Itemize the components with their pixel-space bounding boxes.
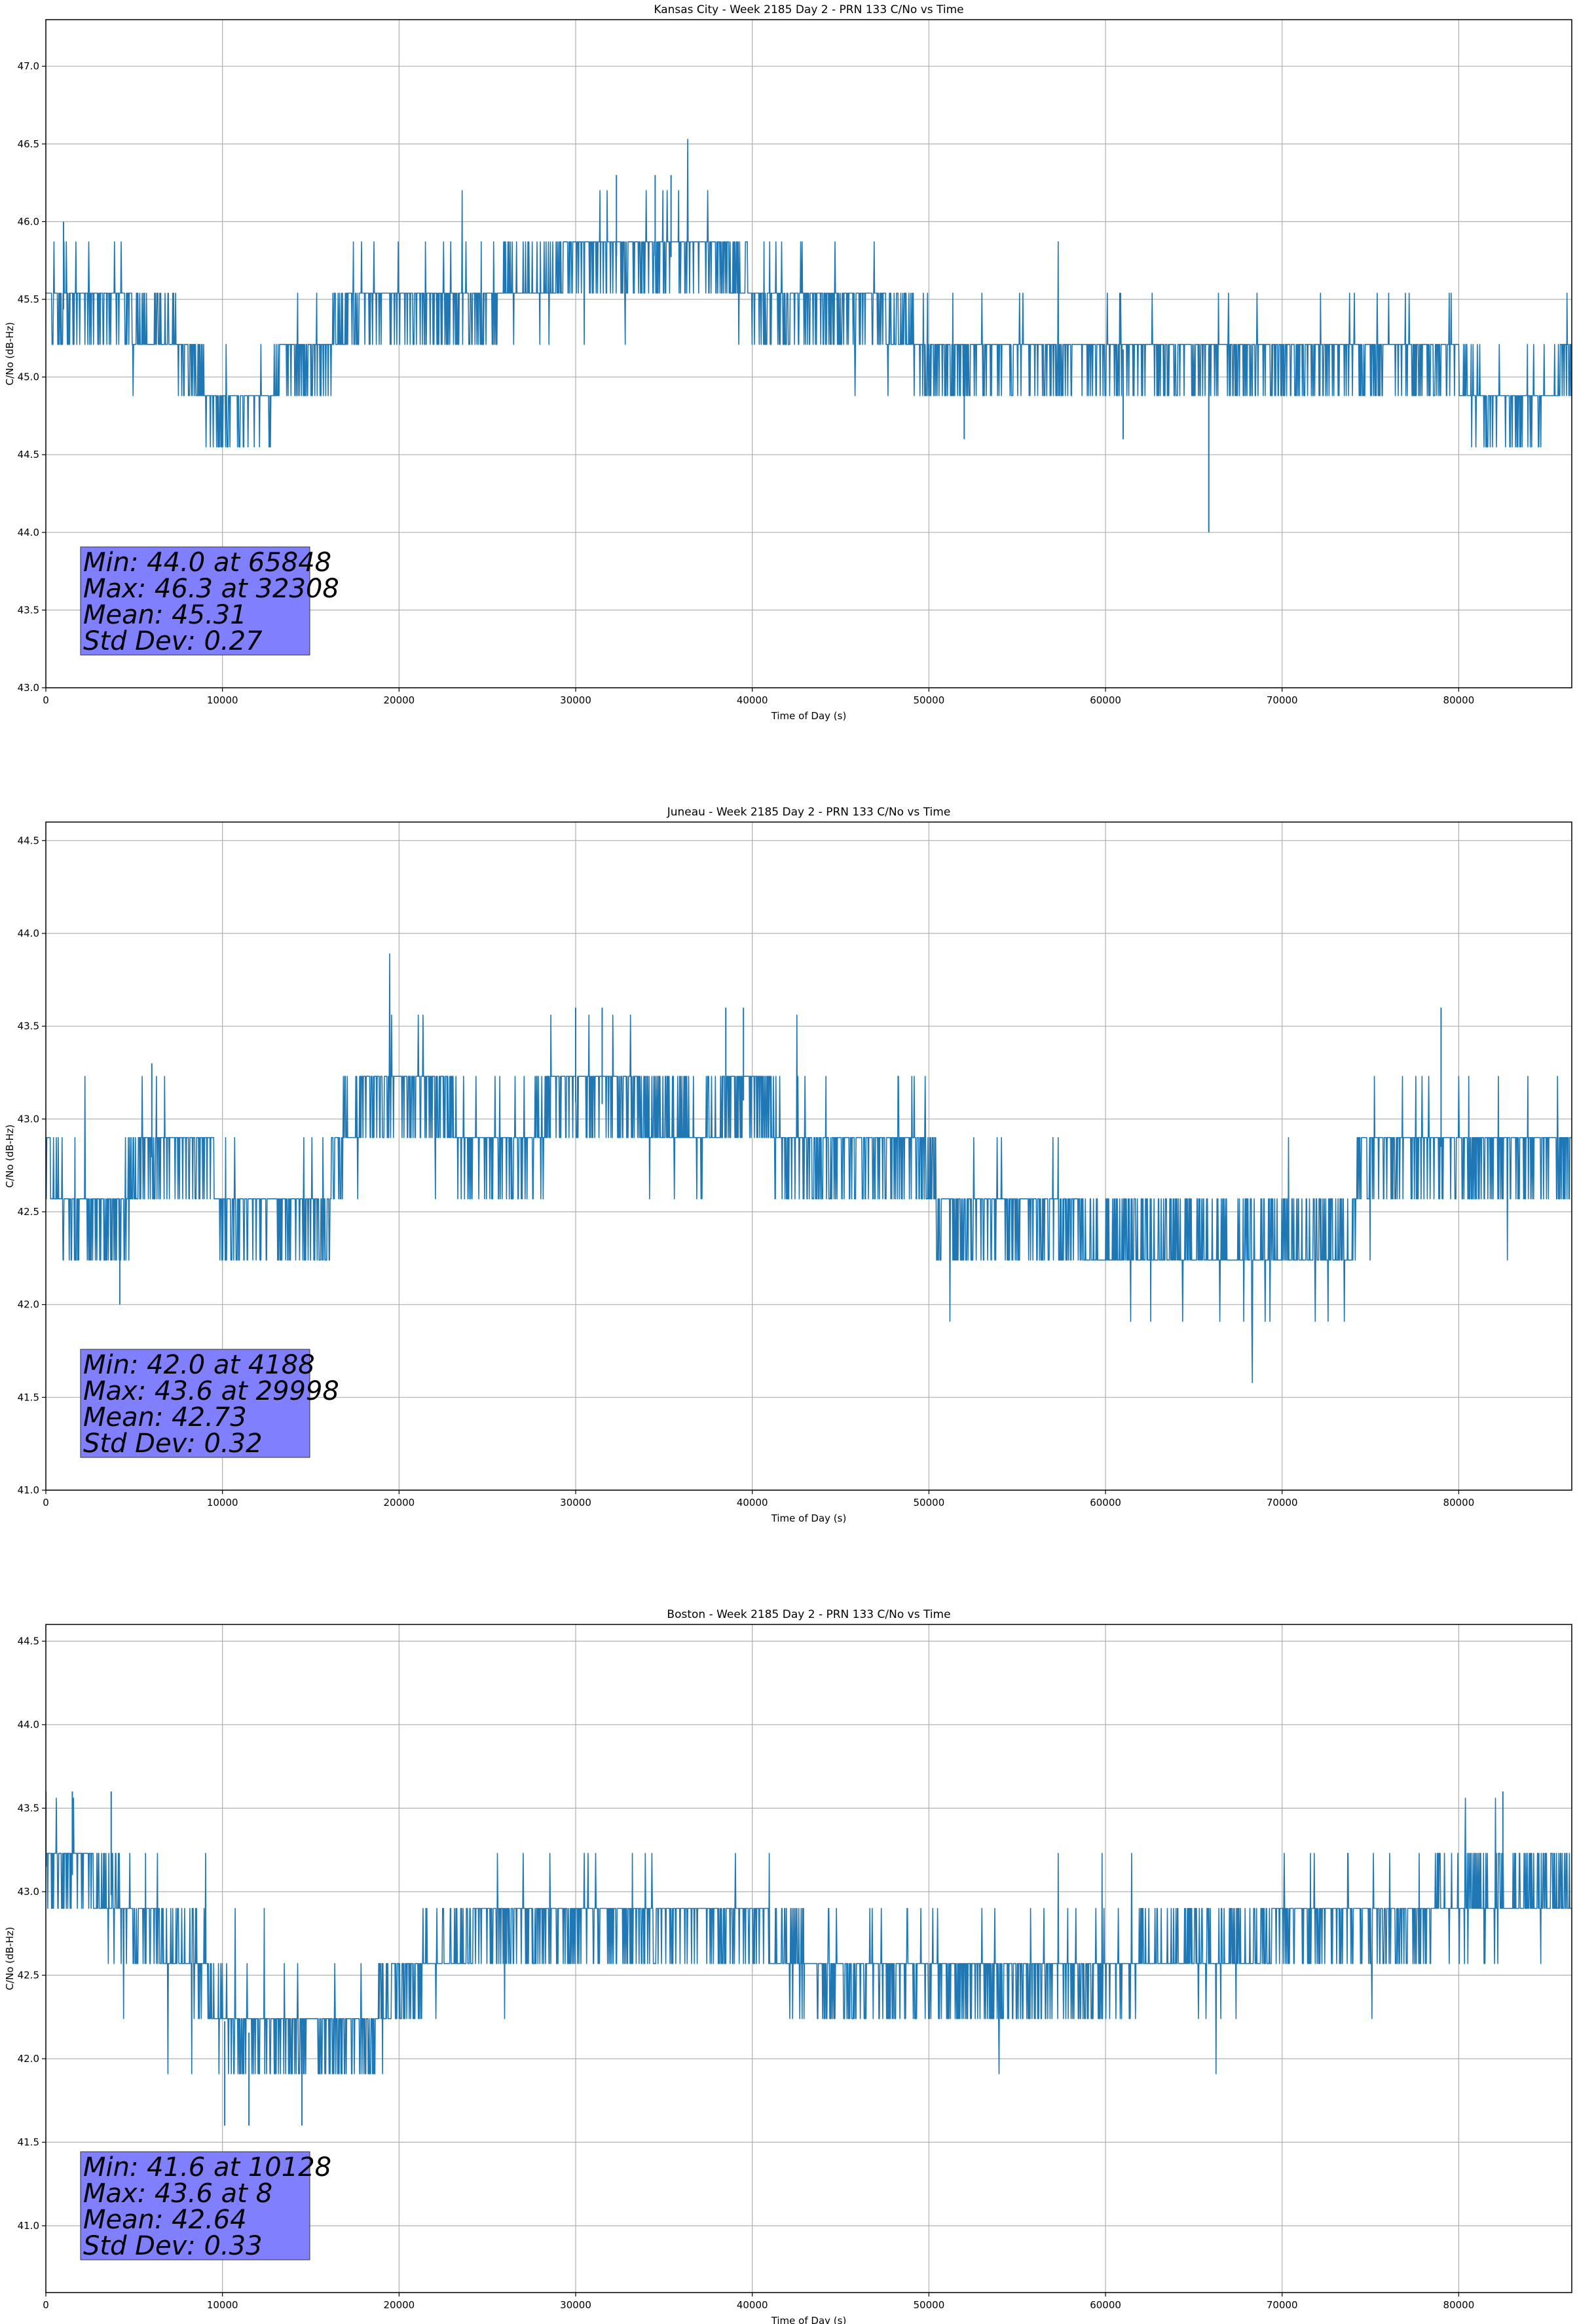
x-tick-label: 70000 (1267, 694, 1298, 706)
chart-title: Juneau - Week 2185 Day 2 - PRN 133 C/No … (667, 806, 951, 819)
stats-box (80, 2151, 310, 2260)
chart-panel-3: 0 10000 20000 30000 40000 50000 60000 70000 8000… (4, 1608, 1572, 2324)
stat-min: Min: 41.6 at 10128 (83, 2152, 331, 2183)
x-tick-label: 80000 (1443, 2299, 1475, 2311)
x-tick-label: 80000 (1443, 1497, 1475, 1509)
x-tick-label: 50000 (914, 694, 945, 706)
stat-min: Min: 44.0 at 65848 (83, 548, 331, 578)
x-tick-label: 40000 (737, 1497, 768, 1509)
x-tick-label: 0 (43, 1497, 49, 1509)
y-tick-label: 43.5 (18, 1021, 39, 1032)
x-tick-label: 30000 (560, 2299, 591, 2311)
x-tick-label: 60000 (1090, 2299, 1121, 2311)
y-tick-label: 41.5 (18, 1391, 39, 1403)
cno-series-line (46, 1797, 1572, 2074)
x-tick-label: 40000 (737, 694, 768, 706)
x-axis-label: Time of Day (s) (771, 1512, 847, 1524)
x-tick-label: 10000 (207, 1497, 238, 1509)
y-tick-label: 42.5 (18, 1970, 39, 1981)
y-tick-label: 46.5 (18, 138, 39, 150)
x-tick-label: 20000 (383, 694, 415, 706)
x-tick-label: 70000 (1267, 2299, 1298, 2311)
x-tick-label: 20000 (383, 2299, 415, 2311)
x-tick-label: 80000 (1443, 694, 1475, 706)
y-tick-label: 43.5 (18, 1803, 39, 1814)
y-axis-label: C/No (dB-Hz) (4, 1125, 16, 1188)
x-tick-label: 10000 (207, 2299, 238, 2311)
stat-mean: Mean: 45.31 (83, 600, 247, 630)
y-tick-label: 44.5 (18, 1636, 39, 1647)
x-tick-label: 10000 (207, 694, 238, 706)
y-axis-label: C/No (dB-Hz) (4, 322, 16, 386)
y-tick-label: 43.5 (18, 604, 39, 616)
x-tick-label: 70000 (1267, 1497, 1298, 1509)
x-tick-label: 60000 (1090, 694, 1121, 706)
chart-panel-2: 0 10000 20000 30000 40000 50000 60000 70000 8000… (4, 806, 1572, 1524)
chart-title: Kansas City - Week 2185 Day 2 - PRN 133 … (654, 3, 963, 16)
axes-frame (45, 19, 1572, 688)
x-axis-label: Time of Day (s) (771, 2315, 847, 2324)
y-tick-label: 44.5 (18, 834, 39, 846)
x-tick-label: 0 (43, 2299, 49, 2311)
x-tick-label: 40000 (737, 2299, 768, 2311)
y-tick-label: 44.5 (18, 449, 39, 460)
stat-max: Max: 43.6 at 8 (83, 2179, 272, 2209)
stats-box (80, 546, 310, 656)
y-tick-label: 44.0 (18, 1719, 39, 1731)
axes-frame (45, 1624, 1572, 2293)
x-axis-label: Time of Day (s) (771, 710, 847, 722)
stat-mean: Mean: 42.73 (83, 1402, 247, 1433)
stat-max: Max: 43.6 at 29998 (83, 1376, 339, 1406)
stat-mean: Mean: 42.64 (83, 2205, 247, 2235)
stat-std-dev: Std Dev: 0.27 (83, 626, 263, 656)
y-tick-label: 42.0 (18, 1299, 39, 1311)
y-axis-label: C/No (dB-Hz) (4, 1927, 16, 1991)
cno-series-line (46, 138, 1572, 448)
cno-series-line (46, 953, 1572, 1383)
y-tick-label: 43.0 (18, 1886, 39, 1898)
y-tick-label: 41.0 (18, 2220, 39, 2232)
y-tick-label: 44.0 (18, 928, 39, 939)
stat-std-dev: Std Dev: 0.33 (83, 2231, 263, 2261)
y-tick-label: 45.0 (18, 371, 39, 383)
y-tick-label: 46.0 (18, 216, 39, 227)
stat-std-dev: Std Dev: 0.32 (83, 1429, 263, 1459)
y-tick-label: 42.0 (18, 2053, 39, 2065)
y-tick-label: 43.0 (18, 1113, 39, 1125)
y-tick-label: 45.5 (18, 293, 39, 305)
chart-title: Boston - Week 2185 Day 2 - PRN 133 C/No … (667, 1608, 950, 1621)
y-tick-label: 41.5 (18, 2137, 39, 2148)
y-tick-label: 47.0 (18, 60, 39, 72)
axes-frame (45, 821, 1572, 1491)
stat-max: Max: 46.3 at 32308 (83, 574, 339, 604)
x-tick-label: 30000 (560, 694, 591, 706)
x-tick-label: 30000 (560, 1497, 591, 1509)
y-tick-label: 42.5 (18, 1206, 39, 1218)
stats-box (80, 1349, 310, 1458)
x-tick-label: 50000 (914, 1497, 945, 1509)
x-tick-label: 0 (43, 694, 49, 706)
x-tick-label: 60000 (1090, 1497, 1121, 1509)
x-tick-label: 20000 (383, 1497, 415, 1509)
y-tick-label: 43.0 (18, 682, 39, 694)
y-tick-label: 44.0 (18, 527, 39, 538)
stat-min: Min: 42.0 at 4188 (83, 1350, 315, 1380)
y-tick-label: 41.0 (18, 1484, 39, 1496)
x-tick-label: 50000 (914, 2299, 945, 2311)
chart-panel-1: 0 10000 20000 30000 40000 50000 60000 70000 8000… (4, 3, 1572, 722)
